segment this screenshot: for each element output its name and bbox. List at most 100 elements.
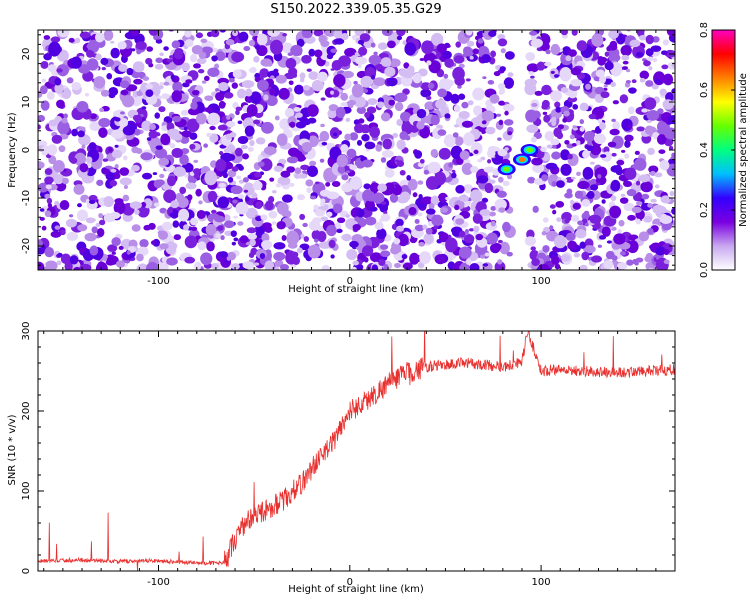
spectrogram-cell	[526, 124, 539, 134]
spectrogram-cell	[572, 125, 577, 129]
spectrogram-cell	[306, 187, 312, 194]
spectrogram-cell	[621, 118, 633, 131]
y-tick-label: 10	[21, 96, 32, 109]
spectrogram-cell	[129, 201, 142, 210]
spectrogram-cell	[54, 225, 61, 230]
spectrogram-cell	[71, 128, 78, 137]
spectrogram-cell	[41, 225, 47, 231]
spectrogram-cell	[254, 76, 261, 83]
spectrogram-cell	[589, 214, 602, 224]
spectrogram-cell	[570, 78, 583, 87]
spectrogram-cell	[454, 136, 464, 146]
spectrogram-cell	[193, 168, 201, 175]
spectrogram-cell	[290, 251, 299, 258]
spectrogram-cell	[78, 64, 90, 74]
spectrogram-cell	[294, 84, 304, 95]
spectrogram-cell	[146, 137, 152, 141]
spectrogram-cell	[418, 193, 423, 199]
spectrogram-cell	[654, 184, 660, 189]
spectrogram-cell	[184, 39, 194, 48]
spectrogram-cell	[137, 65, 144, 72]
spectrogram-cell	[453, 55, 465, 64]
spectrogram-cell	[609, 205, 622, 219]
spectrogram-cell	[189, 143, 196, 150]
spectrogram-cell	[607, 141, 617, 148]
spectrogram-cell	[103, 196, 114, 208]
spectrogram-cell	[183, 126, 188, 131]
colorbar-tick-label: 0.6	[699, 82, 710, 98]
spectrogram-cell	[173, 166, 186, 177]
spectrogram-cell	[620, 45, 632, 57]
spectrogram-cell	[220, 235, 225, 241]
spectrogram-cell	[463, 234, 475, 244]
spectrogram-cell	[349, 176, 362, 190]
spectrogram-cell	[635, 201, 643, 206]
spectrogram-cell	[610, 165, 623, 173]
spectrogram-cell	[197, 241, 207, 251]
spectrogram-cell	[618, 219, 625, 227]
spectrogram-cell	[169, 142, 176, 149]
spectrogram-cell	[616, 159, 625, 166]
spectrogram-cell	[171, 147, 183, 158]
spectrogram-cell	[119, 177, 132, 186]
spectrogram-cell	[38, 239, 43, 248]
spectrogram-cell	[96, 227, 105, 237]
x-tick-label: 0	[347, 577, 353, 588]
spectrogram-cell	[555, 200, 565, 208]
spectrogram-cell	[131, 146, 139, 154]
spectrogram-cell	[532, 205, 539, 213]
spectrogram-cell	[396, 139, 406, 150]
spectrogram-cell	[227, 169, 237, 178]
spectrogram-cell	[550, 138, 560, 146]
spectrogram-cell	[39, 85, 48, 95]
spectrogram-cell	[531, 136, 537, 143]
spectrogram-cell	[556, 180, 565, 188]
spectrogram-cell	[421, 40, 434, 55]
spectrogram-cell	[575, 140, 581, 146]
spectrogram-cell	[295, 112, 303, 118]
spectrogram-cell	[77, 130, 85, 138]
spectrogram-cell	[206, 241, 215, 252]
spectrogram-cell	[231, 166, 239, 172]
spectrogram-cell	[659, 88, 667, 96]
spectrogram-cell	[275, 74, 287, 84]
spectrogram-cell	[115, 260, 126, 268]
spectrogram-cell	[433, 225, 439, 230]
spectrogram-cell	[173, 234, 182, 241]
snr-frame	[37, 330, 676, 572]
spectrogram-cell	[135, 41, 147, 50]
spectrogram-cell	[597, 244, 602, 248]
spectrogram-cell	[191, 226, 198, 232]
spectrogram-cell	[93, 76, 106, 89]
spectrogram-cell	[184, 30, 192, 38]
spectrogram-cell	[97, 261, 105, 268]
spectrogram-cell	[51, 134, 63, 144]
spectrogram-cell	[648, 66, 653, 71]
spectrogram-cell	[245, 241, 251, 246]
spectrogram-cell	[500, 48, 506, 54]
spectrogram-cell	[463, 184, 474, 193]
spectrogram-cell	[481, 120, 487, 125]
spectrogram-cell	[490, 93, 500, 104]
spectrogram-cell	[38, 114, 45, 122]
spectrogram-cell	[503, 119, 514, 126]
spectrogram-cell	[567, 88, 578, 99]
spectrogram-cell	[221, 102, 227, 106]
spectrogram-cell	[345, 213, 350, 218]
spectrogram-cell	[337, 165, 346, 174]
spectrogram-cell	[448, 162, 453, 168]
spectrogram-cell	[167, 208, 173, 214]
spectrogram-cell	[590, 144, 602, 156]
spectrogram-cell	[600, 91, 610, 99]
spectrogram-cell	[200, 38, 208, 43]
spectrogram-cell	[211, 209, 217, 214]
signal-blob	[518, 157, 526, 163]
spectrogram-cell	[461, 162, 474, 175]
spectrogram-cell	[541, 104, 548, 110]
spectrogram-cell	[300, 164, 310, 171]
colorbar-tick-label: 0.8	[699, 22, 710, 38]
spectrogram-cell	[550, 43, 561, 55]
spectrogram-cell	[545, 49, 551, 55]
spectrogram-cell	[384, 182, 395, 194]
spectrogram-cell	[608, 30, 619, 39]
